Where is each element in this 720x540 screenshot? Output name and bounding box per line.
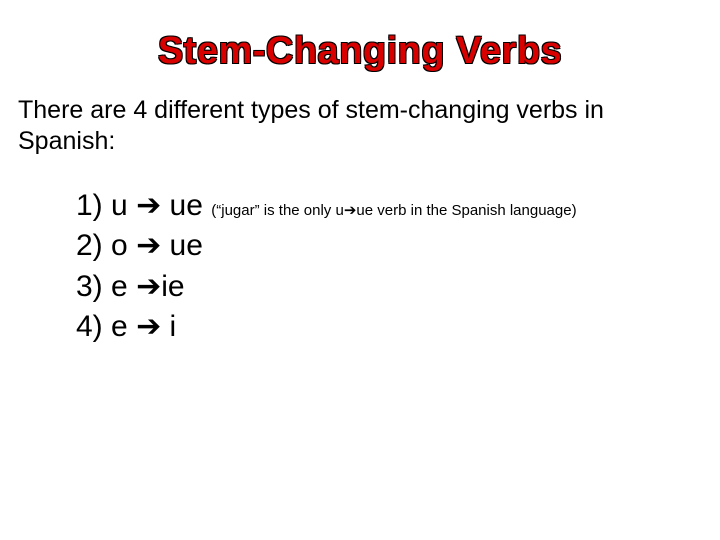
arrow-icon: ➔ (136, 189, 161, 222)
item-number: 3) (76, 270, 103, 303)
item-number: 2) (76, 229, 103, 262)
list-item: 3) e ➔ie (76, 267, 702, 308)
item-to: ue (170, 189, 203, 222)
rule-list: 1) u ➔ ue (“jugar” is the only u➔ue verb… (18, 186, 702, 348)
item-number: 1) (76, 189, 103, 222)
item-to: ie (161, 270, 184, 303)
list-item: 4) e ➔ i (76, 307, 702, 348)
slide-title: Stem-Changing Verbs (18, 30, 702, 73)
item-from: e (111, 270, 128, 303)
item-from: o (111, 229, 128, 262)
item-from: u (111, 189, 128, 222)
item-to: ue (170, 229, 203, 262)
list-item: 1) u ➔ ue (“jugar” is the only u➔ue verb… (76, 186, 702, 227)
slide: Stem-Changing Verbs There are 4 differen… (0, 0, 720, 540)
item-to: i (170, 310, 177, 343)
note-post: ue verb in the Spanish language) (356, 202, 576, 219)
arrow-icon: ➔ (136, 229, 161, 262)
item-from: e (111, 310, 128, 343)
arrow-icon: ➔ (136, 310, 161, 343)
note-pre: (“jugar” is the only u (211, 202, 344, 219)
arrow-icon: ➔ (344, 202, 357, 219)
title-text: Stem-Changing Verbs (158, 30, 562, 72)
item-note: (“jugar” is the only u➔ue verb in the Sp… (211, 202, 576, 219)
intro-text: There are 4 different types of stem-chan… (18, 95, 702, 158)
arrow-icon: ➔ (136, 270, 161, 303)
item-number: 4) (76, 310, 103, 343)
list-item: 2) o ➔ ue (76, 226, 702, 267)
